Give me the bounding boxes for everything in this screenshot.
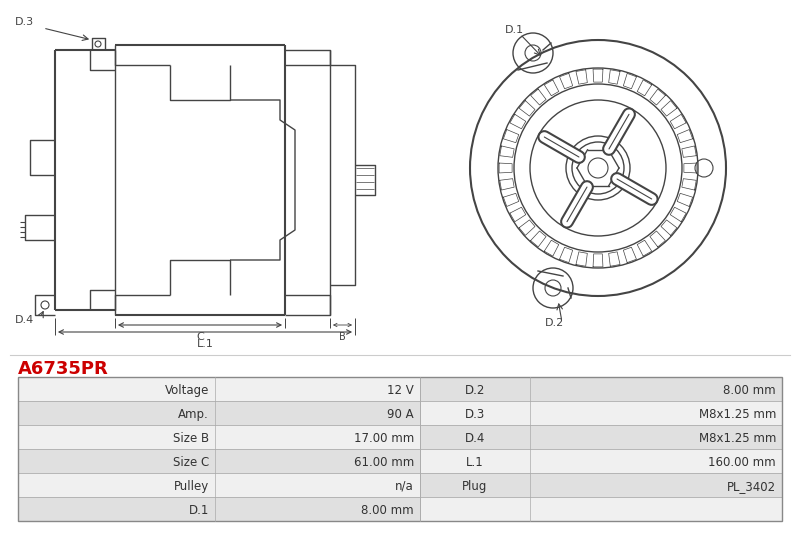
Text: 90 A: 90 A <box>387 408 414 421</box>
Text: Size B: Size B <box>173 432 209 445</box>
Text: Plug: Plug <box>462 480 488 492</box>
Text: B: B <box>338 332 346 342</box>
Text: Voltage: Voltage <box>165 384 209 397</box>
Text: Size C: Size C <box>173 456 209 469</box>
Bar <box>18 473 420 497</box>
Text: PL_3402: PL_3402 <box>727 480 776 492</box>
Text: D.2: D.2 <box>546 318 565 328</box>
Text: D.3: D.3 <box>465 408 485 421</box>
Text: Pulley: Pulley <box>174 480 209 492</box>
Text: n/a: n/a <box>395 480 414 492</box>
Text: 12 V: 12 V <box>387 384 414 397</box>
Text: D.4: D.4 <box>465 432 485 445</box>
Text: D.4: D.4 <box>15 315 34 325</box>
Text: M8x1.25 mm: M8x1.25 mm <box>698 432 776 445</box>
Text: C: C <box>196 332 204 342</box>
Bar <box>420 497 782 521</box>
Bar <box>18 425 420 449</box>
Text: L.1: L.1 <box>197 339 214 349</box>
Text: D.1: D.1 <box>505 25 524 35</box>
Text: D.1: D.1 <box>189 504 209 516</box>
Text: A6735PR: A6735PR <box>18 360 109 378</box>
Text: M8x1.25 mm: M8x1.25 mm <box>698 408 776 421</box>
Text: L.1: L.1 <box>466 456 484 469</box>
Bar <box>18 497 420 521</box>
Bar <box>420 473 782 497</box>
Text: 17.00 mm: 17.00 mm <box>354 432 414 445</box>
Bar <box>18 377 782 521</box>
Text: D.3: D.3 <box>15 17 34 27</box>
Bar <box>18 401 420 425</box>
Text: Amp.: Amp. <box>178 408 209 421</box>
Bar <box>420 377 782 401</box>
Text: D.2: D.2 <box>465 384 485 397</box>
Text: 160.00 mm: 160.00 mm <box>708 456 776 469</box>
Text: 61.00 mm: 61.00 mm <box>354 456 414 469</box>
Bar <box>420 401 782 425</box>
Bar <box>18 377 420 401</box>
Text: 8.00 mm: 8.00 mm <box>723 384 776 397</box>
Bar <box>420 449 782 473</box>
Text: 8.00 mm: 8.00 mm <box>362 504 414 516</box>
Bar <box>420 425 782 449</box>
Bar <box>18 449 420 473</box>
